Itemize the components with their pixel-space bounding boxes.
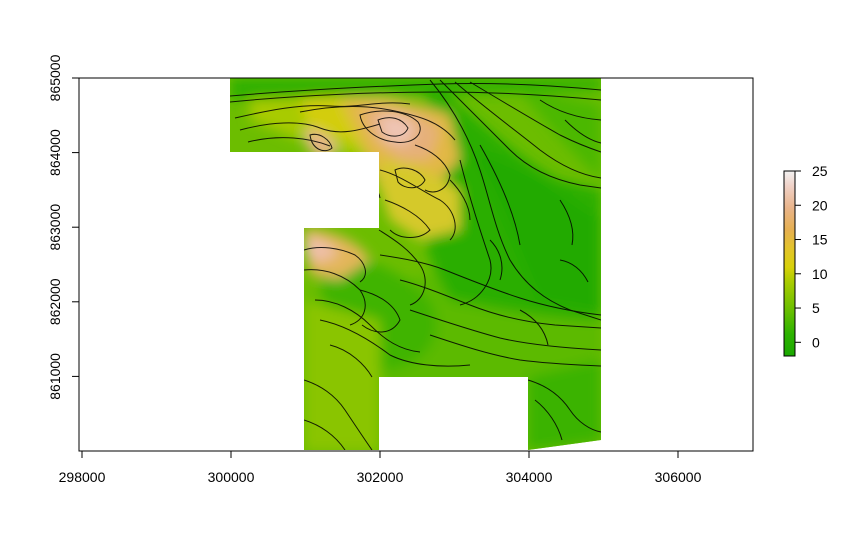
colorbar-tick-label: 15: [812, 232, 828, 248]
elevation-raster: [230, 78, 601, 450]
y-tick-label: 861000: [47, 353, 63, 400]
x-tick-label: 300000: [208, 469, 255, 485]
y-axis: 861000 862000 863000 864000 865000: [47, 54, 80, 400]
colorbar-tick-label: 0: [812, 334, 820, 350]
colorbar-tick-label: 5: [812, 300, 820, 316]
x-axis: 298000 300000 302000 304000 306000: [59, 450, 702, 485]
y-tick-label: 862000: [47, 278, 63, 325]
colorbar-tick-label: 20: [812, 197, 828, 213]
y-tick-label: 865000: [47, 54, 63, 101]
y-tick-label: 863000: [47, 204, 63, 251]
x-tick-label: 298000: [59, 469, 106, 485]
y-tick-label: 864000: [47, 129, 63, 176]
x-tick-label: 302000: [357, 469, 404, 485]
colorbar-tick-label: 25: [812, 163, 828, 179]
contour-lines: [230, 79, 601, 450]
colorbar: 0 5 10 15 20 25: [783, 163, 828, 357]
x-tick-label: 306000: [655, 469, 702, 485]
colorbar-tick-label: 10: [812, 266, 828, 282]
colorbar-gradient: [783, 170, 796, 357]
x-tick-label: 304000: [506, 469, 553, 485]
